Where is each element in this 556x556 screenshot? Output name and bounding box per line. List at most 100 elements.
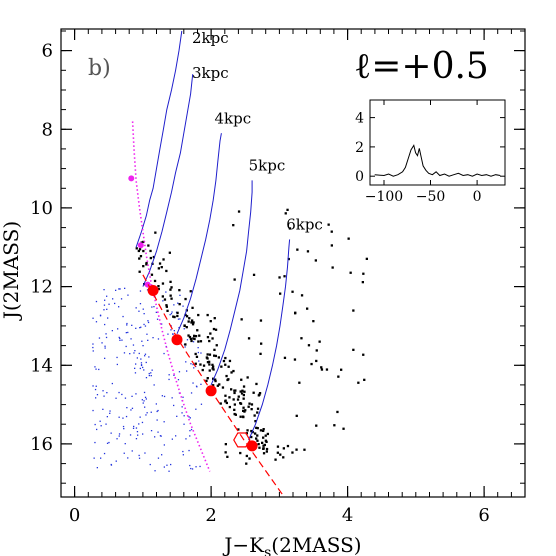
field-dot [144,396,147,398]
field-dot [129,353,131,355]
field-dot [142,366,144,369]
field-dot [98,368,100,371]
field-dot [112,298,114,300]
field-dot [189,435,191,437]
field-dot [177,379,180,381]
y-axis-label: J(2MASS) [0,221,23,321]
star-dot [194,362,197,365]
field-dot [109,410,111,412]
star-dot [264,434,267,437]
star-dot [239,402,243,405]
field-dot [148,374,150,377]
field-dot [141,340,143,342]
star-dot [213,348,216,351]
field-dot [188,449,190,452]
field-dot [170,329,172,331]
star-dot [237,395,240,398]
star-dot [325,368,329,371]
isochrone-line [176,133,222,334]
field-dot [168,374,170,376]
star-dot [226,455,229,458]
field-dot [141,421,144,424]
star-dot [187,334,190,337]
star-dot [209,332,212,335]
star-dot [228,359,232,363]
field-dot [191,468,194,470]
field-dot [106,442,109,444]
field-dot [115,289,117,291]
star-dot [137,249,140,253]
star-dot [202,364,206,367]
star-dot [206,377,209,380]
star-dot [239,390,242,393]
dwarf-track-layer [128,121,211,472]
field-dot [178,371,181,373]
panel-label: b) [88,56,111,81]
red-clump-layer [147,285,258,452]
field-dot [151,369,153,371]
field-dot [110,432,112,434]
field-dot [181,412,183,414]
field-dot [183,415,185,417]
field-dot [183,328,185,330]
star-dot [296,248,299,251]
field-dot [189,417,191,419]
star-dot [246,376,249,379]
field-dot [163,421,165,423]
field-dot [135,427,138,429]
star-dot [244,409,247,412]
field-dot [115,397,117,399]
star-dot [262,447,265,450]
star-dot [243,390,246,393]
star-dot [157,267,160,270]
star-dot [262,428,265,431]
star-dot [256,434,259,437]
field-dot [199,465,201,468]
field-dot [169,314,171,316]
star-dot [242,385,246,388]
star-dot [225,374,228,378]
isochrone-line [210,180,253,386]
field-dot [99,314,102,316]
field-dot [92,343,94,345]
field-dot [123,428,125,430]
star-dot [232,224,235,227]
star-dot [240,392,244,395]
star-dot [362,272,365,275]
star-dot [208,363,211,366]
field-dot [92,350,94,352]
star-dot [190,339,193,343]
field-dot [155,403,157,405]
field-dot [122,315,124,318]
star-dot [242,406,245,409]
star-dot [265,447,269,451]
field-dot [150,430,153,432]
field-dot [92,317,94,319]
field-dot [96,394,99,396]
star-dot [306,250,310,253]
field-dot [131,450,133,452]
field-dot [181,406,183,408]
field-dot [120,298,123,300]
field-dot [179,294,181,296]
star-dot [315,349,318,352]
star-dot [224,451,227,454]
field-dot [176,415,178,417]
field-dot [142,402,144,404]
x-axis-label-main: J−K [222,533,265,556]
star-dot [153,279,157,283]
star-dot [307,344,311,347]
field-dot [153,384,155,386]
field-dot [155,311,157,313]
y-tick-label: 8 [42,119,53,140]
star-dot [242,397,245,400]
field-dot [185,438,187,440]
star-dot [152,255,155,259]
star-dot [257,443,260,446]
field-dot [95,321,98,323]
red-clump-point [205,385,217,397]
star-dot [259,352,262,355]
star-dot [224,399,227,402]
x-axis-label: J−Ks(2MASS) [222,533,361,556]
